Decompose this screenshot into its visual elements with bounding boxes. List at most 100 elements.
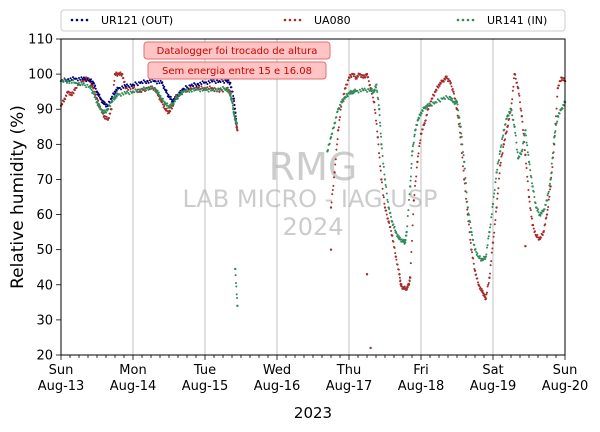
series-1-trace-dot bbox=[116, 74, 119, 77]
series-1-trace-dot bbox=[91, 84, 94, 87]
series-1-trace-dot bbox=[504, 138, 506, 141]
x-tick-date-1: Aug-14 bbox=[110, 379, 157, 394]
series-1-trace-dot bbox=[547, 205, 550, 208]
series-2-point bbox=[517, 157, 520, 160]
series-2-trace-dot bbox=[465, 181, 467, 184]
series-2-trace-dot bbox=[144, 87, 146, 90]
series-2-point bbox=[520, 150, 523, 153]
series-1-trace-dot bbox=[444, 78, 446, 81]
series-1-trace-dot bbox=[119, 71, 122, 74]
series-0-trace-dot bbox=[78, 76, 80, 79]
series-1-trace-dot bbox=[122, 76, 125, 79]
x-tick-day-3: Wed bbox=[263, 363, 291, 378]
series-1-trace-dot bbox=[403, 285, 406, 288]
series-1-trace-dot bbox=[431, 97, 434, 100]
series-2-trace-dot bbox=[486, 244, 489, 247]
series-2-point bbox=[549, 178, 552, 181]
series-2-trace-dot bbox=[522, 140, 525, 143]
series-2-trace-dot bbox=[498, 152, 501, 155]
series-2-trace-dot bbox=[379, 132, 382, 135]
series-2-point bbox=[235, 122, 238, 125]
series-2-trace-dot bbox=[233, 112, 236, 115]
series-2-trace-dot bbox=[478, 255, 481, 258]
series-2-trace-dot bbox=[70, 81, 73, 84]
series-2-trace-dot bbox=[334, 121, 337, 124]
series-1-trace-dot bbox=[152, 88, 155, 91]
series-2-trace-dot bbox=[459, 122, 461, 125]
series-2-trace-dot bbox=[526, 144, 529, 147]
series-2-trace-dot bbox=[207, 90, 210, 93]
series-2-point bbox=[236, 304, 239, 308]
series-2-trace-dot bbox=[133, 91, 136, 94]
series-2-trace-dot bbox=[405, 234, 408, 237]
series-1-trace-dot bbox=[529, 209, 532, 212]
series-1-trace-dot bbox=[514, 77, 517, 80]
x-tick-date-0: Aug-13 bbox=[38, 379, 85, 394]
series-1-trace-dot bbox=[357, 75, 359, 78]
series-0-point bbox=[232, 97, 235, 100]
series-2-trace-dot bbox=[472, 239, 475, 242]
series-1-point bbox=[391, 234, 394, 237]
series-1-trace-dot bbox=[408, 283, 411, 286]
series-1-trace-dot bbox=[476, 277, 479, 280]
series-1-trace-dot bbox=[411, 224, 414, 227]
series-2-trace-dot bbox=[534, 202, 537, 205]
series-2-trace-dot bbox=[232, 107, 235, 110]
series-2-trace-dot bbox=[234, 118, 237, 121]
series-1-trace-dot bbox=[165, 107, 168, 110]
series-1-trace-dot bbox=[424, 119, 427, 122]
series-2-trace-dot bbox=[82, 82, 85, 85]
series-1-trace-dot bbox=[450, 85, 453, 88]
series-2-trace-dot bbox=[370, 87, 373, 90]
series-0-trace-dot bbox=[208, 81, 211, 84]
series-2-trace-dot bbox=[503, 128, 506, 131]
series-2-trace-dot bbox=[551, 157, 554, 160]
series-2-trace-dot bbox=[469, 227, 472, 230]
series-0-trace-dot bbox=[190, 83, 193, 86]
series-0-trace-dot bbox=[133, 84, 136, 87]
series-0-point bbox=[229, 81, 232, 85]
series-0-trace-dot bbox=[167, 93, 170, 96]
series-2-trace-dot bbox=[382, 165, 385, 168]
series-2-trace-dot bbox=[409, 179, 412, 182]
series-1-trace-dot bbox=[398, 273, 401, 276]
series-1-trace-dot bbox=[493, 231, 496, 234]
series-1-trace-dot bbox=[469, 238, 472, 241]
series-2-trace-dot bbox=[186, 88, 188, 91]
series-1-trace-dot bbox=[93, 90, 96, 93]
series-1-trace-dot bbox=[163, 105, 166, 108]
series-1-point bbox=[337, 129, 340, 132]
series-0-trace-dot bbox=[129, 83, 132, 86]
series-1-trace-dot bbox=[549, 188, 551, 191]
series-1-trace-dot bbox=[390, 229, 392, 232]
series-1-trace-dot bbox=[492, 235, 495, 238]
series-2-trace-dot bbox=[120, 94, 122, 97]
series-2-trace-dot bbox=[86, 83, 89, 86]
series-2-trace-dot bbox=[327, 148, 329, 151]
series-2-trace-dot bbox=[115, 95, 118, 98]
series-1-point bbox=[448, 79, 451, 83]
series-2-trace-dot bbox=[394, 229, 397, 232]
series-1-trace-dot bbox=[405, 288, 408, 291]
series-2-trace-dot bbox=[532, 190, 535, 193]
series-2-trace-dot bbox=[105, 111, 107, 114]
series-2-trace-dot bbox=[515, 141, 518, 144]
series-1-point bbox=[452, 90, 455, 93]
series-1-trace-dot bbox=[94, 93, 97, 96]
series-2-trace-dot bbox=[498, 159, 500, 162]
series-1-trace-dot bbox=[418, 142, 421, 145]
series-0-trace-dot bbox=[121, 85, 124, 88]
series-2-trace-dot bbox=[535, 206, 538, 209]
series-2-trace-dot bbox=[408, 198, 410, 201]
series-2-trace-dot bbox=[489, 226, 491, 229]
series-0-trace-dot bbox=[166, 92, 169, 95]
x-axis-ticks: SunAug-13MonAug-14TueAug-15WedAug-16ThuA… bbox=[38, 355, 588, 394]
series-1-trace-dot bbox=[545, 216, 548, 219]
series-2-trace-dot bbox=[487, 235, 490, 238]
series-2-trace-dot bbox=[408, 193, 411, 196]
series-0-point bbox=[146, 79, 149, 83]
series-1-point bbox=[329, 206, 333, 209]
series-2-trace-dot bbox=[135, 89, 138, 92]
series-1-point bbox=[499, 164, 502, 167]
series-1-trace-dot bbox=[435, 89, 438, 92]
